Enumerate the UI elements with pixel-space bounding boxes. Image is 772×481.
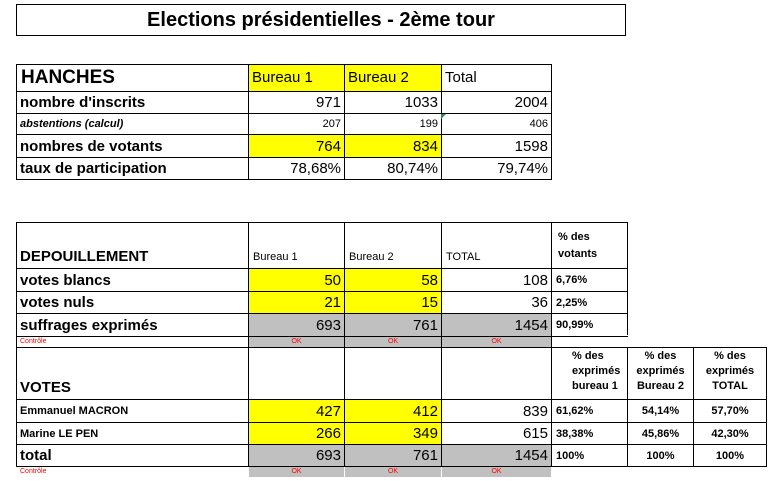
inscrits-label: nombre d'inscrits (17, 91, 248, 113)
participation-bureau2: 80,74% (345, 157, 441, 179)
inscrits-bureau2: 1033 (345, 91, 441, 113)
abstentions-bureau1: 207 (249, 113, 344, 134)
abstentions-total: 406 (442, 113, 551, 134)
pct-exprimes-bureau1-header: % des exprimés bureau 1 (572, 350, 621, 392)
page-title: Elections présidentielles - 2ème tour (16, 4, 626, 36)
blancs-bureau1: 50 (249, 268, 344, 291)
depouillement-header-bureau1: Bureau 1 (253, 251, 298, 263)
exprimes-pct: 90,99% (552, 313, 627, 336)
candidate-bureau1: 266 (249, 422, 344, 444)
candidate-label: Emmanuel MACRON (17, 399, 248, 422)
depouillement-header-total: TOTAL (446, 251, 481, 263)
exprimes-label: suffrages exprimés (17, 313, 248, 336)
candidate-bureau1: 427 (249, 399, 344, 422)
candidate-bureau2: 412 (345, 399, 441, 422)
votes-total-label: total (17, 444, 248, 466)
pct-votants-header: % des votants (558, 231, 598, 260)
participation-bureau1: 78,68% (249, 157, 344, 179)
participation-total: 79,74% (442, 157, 551, 179)
blancs-total: 108 (442, 268, 551, 291)
votes-total-bureau1: 693 (249, 444, 344, 466)
abstentions-label: abstentions (calcul) (17, 113, 248, 134)
controle-total: OK (442, 467, 551, 477)
controle-label: Contrôle (20, 338, 47, 345)
col-separator (627, 222, 628, 335)
votes-total-bureau2: 761 (345, 444, 441, 466)
votants-bureau2: 834 (345, 134, 441, 157)
col-separator (627, 347, 628, 466)
col-separator (248, 222, 249, 466)
controle-total: OK (442, 337, 551, 347)
votants-total: 1598 (442, 134, 551, 157)
votants-bureau1: 764 (249, 134, 344, 157)
summary-header-total: Total (445, 69, 477, 86)
cell-comment-marker (441, 114, 446, 119)
summary-header-bureau2: Bureau 2 (345, 65, 441, 91)
candidate-pct-bureau1: 61,62% (552, 399, 627, 422)
table-top-border (16, 222, 628, 223)
inscrits-bureau1: 971 (249, 91, 344, 113)
candidate-bureau2: 349 (345, 422, 441, 444)
controle-label: Contrôle (20, 468, 47, 475)
blancs-label: votes blancs (17, 268, 248, 291)
votes-bottom-border (16, 466, 767, 467)
nuls-bureau2: 15 (345, 291, 441, 313)
pct-exprimes-bureau2-header: % des exprimés Bureau 2 (636, 350, 685, 392)
summary-table-border (16, 64, 552, 180)
summary-col-separator (344, 64, 345, 180)
participation-label: taux de participation (17, 157, 248, 179)
nuls-pct: 2,25% (552, 291, 627, 313)
controle-bureau2: OK (345, 337, 441, 347)
row-border (16, 336, 552, 337)
col-separator (344, 222, 345, 466)
depouillement-header: DEPOUILLEMENT (20, 248, 149, 265)
candidate-pct-bureau2: 54,14% (628, 399, 693, 422)
summary-col-separator (441, 64, 442, 180)
candidate-pct-total: 57,70% (694, 399, 766, 422)
votes-top-border (16, 347, 767, 348)
controle-bureau1: OK (249, 337, 344, 347)
candidate-pct-bureau1: 38,38% (552, 422, 627, 444)
nuls-label: votes nuls (17, 291, 248, 313)
pct-exprimes-total-header: % des exprimés TOTAL (705, 350, 755, 392)
votants-label: nombres de votants (17, 134, 248, 157)
summary-header-bureau1: Bureau 1 (249, 65, 344, 91)
blancs-bureau2: 58 (345, 268, 441, 291)
candidate-label: Marine LE PEN (17, 422, 248, 444)
controle-bureau2: OK (345, 467, 441, 477)
candidate-pct-bureau2: 45,86% (628, 422, 693, 444)
votes-total-pct-bureau1: 100% (552, 444, 627, 466)
votes-total-total: 1454 (442, 444, 551, 466)
col-separator (441, 222, 442, 466)
abstentions-bureau2: 199 (345, 113, 441, 134)
blancs-pct: 6,76% (552, 268, 627, 291)
votes-total-pct-total: 100% (694, 444, 766, 466)
nuls-total: 36 (442, 291, 551, 313)
exprimes-total: 1454 (442, 313, 551, 336)
candidate-total: 615 (442, 422, 551, 444)
col-separator (693, 347, 694, 466)
candidate-pct-total: 42,30% (694, 422, 766, 444)
votes-header: VOTES (20, 379, 71, 396)
controle-bureau1: OK (249, 467, 344, 477)
votes-total-pct-bureau2: 100% (628, 444, 693, 466)
candidate-total: 839 (442, 399, 551, 422)
exprimes-bureau2: 761 (345, 313, 441, 336)
depouillement-header-bureau2: Bureau 2 (349, 251, 394, 263)
exprimes-bureau1: 693 (249, 313, 344, 336)
inscrits-total: 2004 (442, 91, 551, 113)
summary-col-separator (248, 64, 249, 180)
commune-name: HANCHES (21, 67, 115, 88)
nuls-bureau1: 21 (249, 291, 344, 313)
table-left-border (16, 222, 17, 466)
pct-bottom-border (552, 336, 628, 337)
col-separator (551, 222, 552, 466)
col-separator (766, 347, 767, 466)
